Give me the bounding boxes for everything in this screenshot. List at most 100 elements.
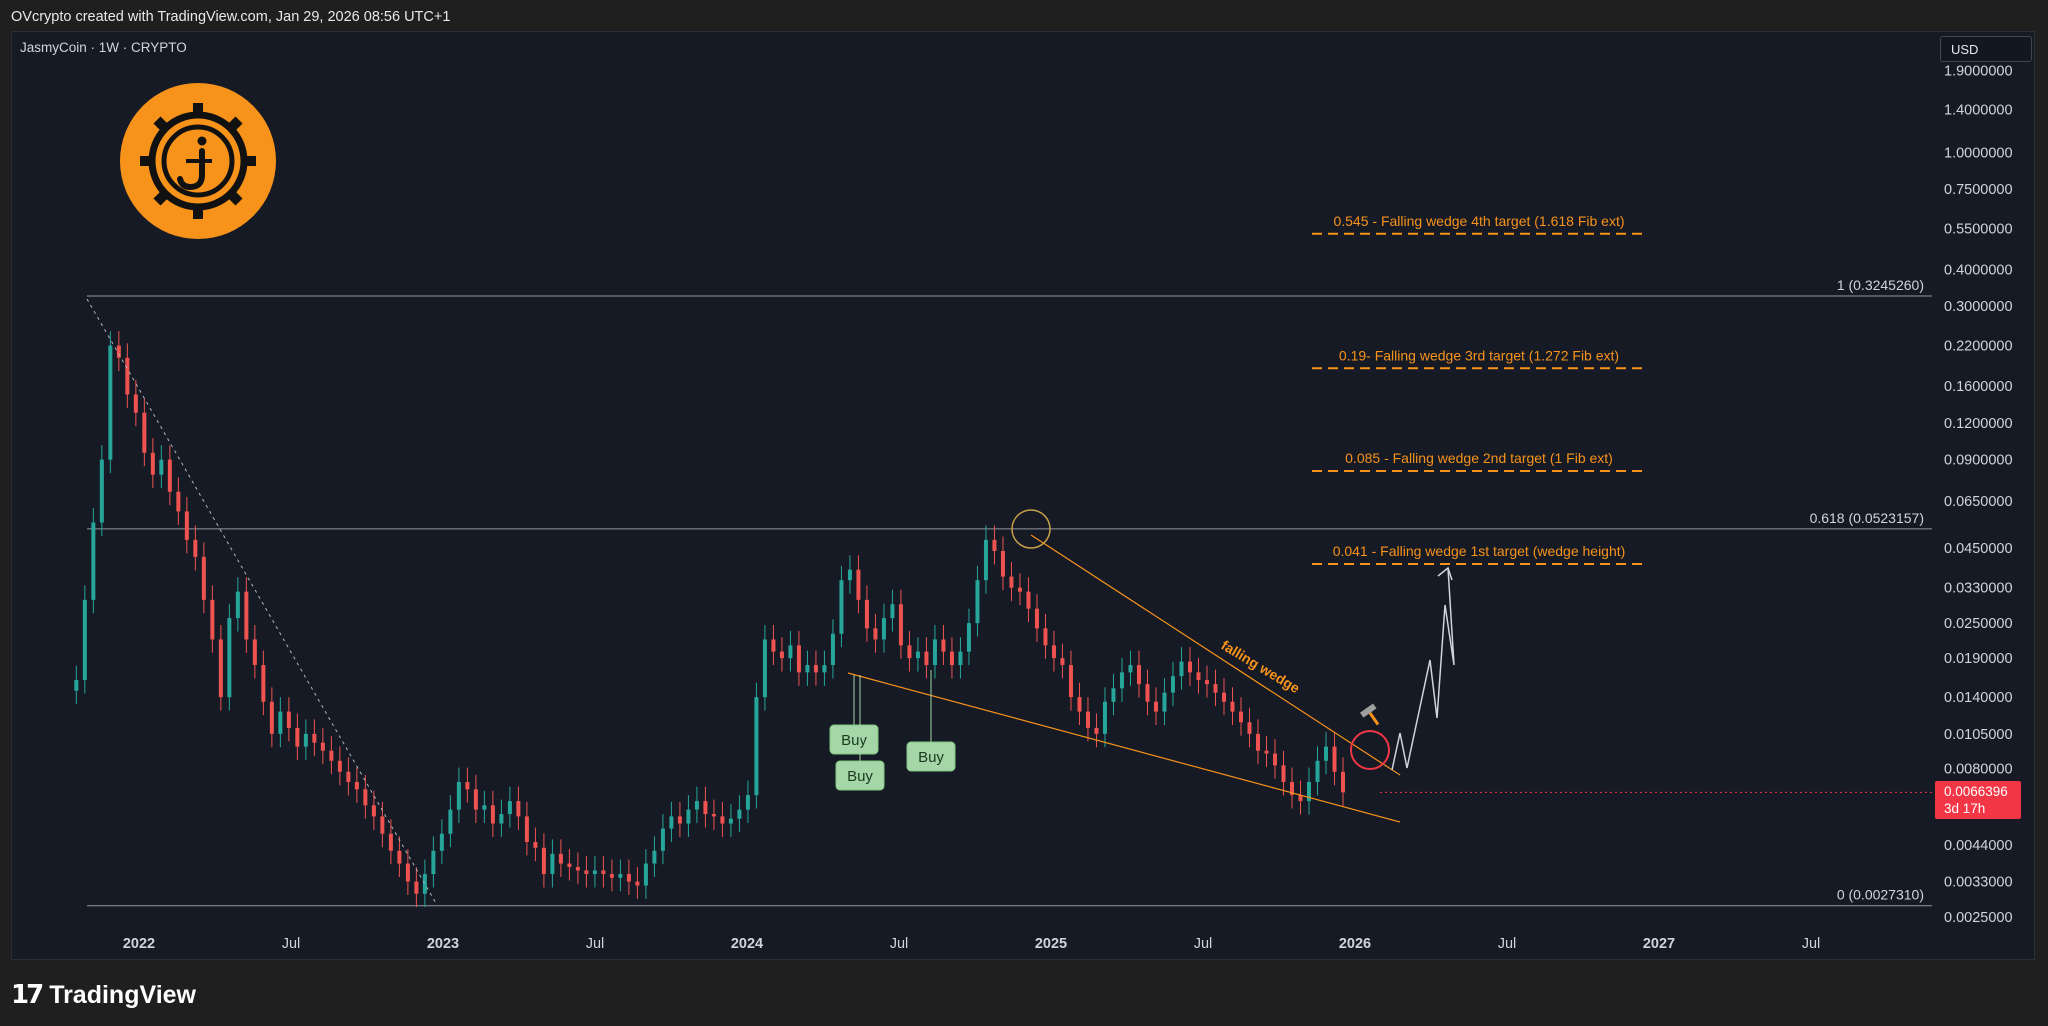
candle-body	[558, 853, 563, 864]
wedge-upper-line[interactable]	[1030, 534, 1401, 776]
breakout-circle[interactable]	[1350, 730, 1390, 770]
candle-body	[82, 599, 87, 681]
candle-body	[405, 863, 410, 882]
attribution-text: OVcrypto created with TradingView.com, J…	[11, 9, 451, 25]
candle-body	[516, 801, 521, 817]
target-label: 0.545 - Falling wedge 4th target (1.618 …	[1333, 213, 1624, 229]
candle-body	[1221, 692, 1226, 702]
candle-body	[1187, 661, 1192, 673]
buy-label: Buy	[847, 768, 873, 785]
candle-body	[1196, 672, 1201, 681]
buy-badge[interactable]	[906, 741, 956, 772]
candle-body	[1051, 645, 1056, 659]
candle-body	[456, 782, 461, 810]
x-tick-label: 2025	[1035, 936, 1067, 952]
buy-badge[interactable]	[829, 724, 879, 755]
buy-label: Buy	[918, 749, 944, 766]
fib-level-label: 0.618 (0.0523157)	[1810, 510, 1924, 526]
candle-body	[380, 816, 385, 834]
candle-body	[609, 874, 614, 878]
candle-body	[1136, 665, 1141, 685]
candle-body	[1162, 692, 1167, 712]
candle-body	[507, 801, 512, 815]
y-tick-label: 0.2200000	[1944, 339, 2013, 355]
y-tick-label: 0.0450000	[1944, 541, 2013, 557]
x-tick-label: Jul	[1498, 936, 1517, 952]
symbol-title: JasmyCoin · 1W · CRYPTO	[20, 40, 187, 55]
candle-body	[1281, 765, 1286, 783]
peak-circle[interactable]	[1011, 509, 1051, 549]
candle-body	[439, 833, 444, 851]
candle-body	[992, 539, 997, 551]
candle-body	[116, 345, 121, 358]
y-tick-label: 0.7500000	[1944, 182, 2013, 198]
candle-body	[745, 795, 750, 810]
candle-body	[108, 345, 113, 460]
candle-body	[975, 580, 980, 624]
candle-body	[652, 850, 657, 864]
target-label: 0.085 - Falling wedge 2nd target (1 Fib …	[1345, 450, 1613, 466]
candle-body	[592, 870, 597, 875]
candle-body	[1230, 701, 1235, 712]
candle-body	[295, 727, 300, 747]
candle-body	[1213, 684, 1218, 693]
candle-body	[184, 511, 189, 540]
candle-body	[142, 412, 147, 453]
x-tick-label: 2026	[1339, 936, 1371, 952]
projection-path[interactable]	[1391, 567, 1455, 771]
candle-body	[1000, 550, 1005, 577]
candle-body	[1102, 701, 1107, 734]
candle-body	[397, 850, 402, 864]
y-tick-label: 0.0105000	[1944, 727, 2013, 743]
candle-body	[312, 733, 317, 743]
y-tick-label: 0.4000000	[1944, 262, 2013, 278]
top-attribution-bar: OVcrypto created with TradingView.com, J…	[0, 0, 2048, 32]
candle-body	[473, 789, 478, 810]
candle-body	[210, 599, 215, 640]
candle-body	[1060, 658, 1065, 666]
candle-body	[626, 874, 631, 882]
candle-body	[822, 665, 827, 673]
last-price-value: 0.0066396	[1944, 784, 2008, 799]
candle-body	[779, 651, 784, 659]
x-tick-label: Jul	[282, 936, 301, 952]
candle-body	[414, 881, 419, 894]
candle-body	[1153, 701, 1158, 712]
candle-body	[261, 665, 266, 702]
buy-badge[interactable]	[835, 760, 885, 791]
candle-body	[541, 847, 546, 875]
candle-body	[550, 853, 555, 875]
candle-body	[448, 809, 453, 834]
candle-body	[167, 459, 172, 492]
candle-body	[762, 639, 767, 698]
candle-body	[1077, 697, 1082, 712]
candle-body	[422, 874, 427, 894]
candle-body	[669, 816, 674, 829]
candle-body	[686, 809, 691, 824]
y-tick-label: 1.4000000	[1944, 102, 2013, 118]
hammer-icon	[1360, 703, 1380, 726]
chart-frame[interactable]	[11, 31, 2035, 960]
x-tick-label: 2022	[123, 936, 155, 952]
x-tick-label: 2024	[731, 936, 763, 952]
buy-label: Buy	[841, 732, 867, 749]
candle-body	[278, 711, 283, 734]
wedge-lower-line[interactable]	[847, 672, 1401, 823]
tradingview-brand[interactable]: 17 TradingView	[11, 980, 196, 1010]
candle-body	[1128, 665, 1133, 673]
candle-body	[227, 618, 232, 698]
trend-dotted-line[interactable]	[86, 298, 438, 906]
candle-body	[150, 452, 155, 475]
candle-body	[244, 591, 249, 640]
candle-body	[1332, 746, 1337, 772]
candle-body	[176, 491, 181, 512]
candle-body	[193, 539, 198, 557]
candle-body	[728, 818, 733, 824]
candle-body	[907, 645, 912, 659]
currency-button[interactable]: USD	[1940, 36, 2032, 62]
y-tick-label: 0.0033000	[1944, 875, 2013, 891]
y-tick-label: 0.0330000	[1944, 581, 2013, 597]
x-tick-label: Jul	[1194, 936, 1213, 952]
candle-body	[74, 680, 79, 691]
